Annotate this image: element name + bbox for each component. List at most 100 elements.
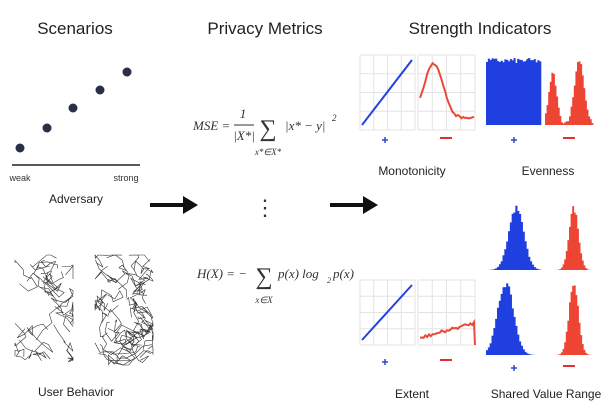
hist-bar <box>490 343 492 355</box>
hist-bar <box>530 60 532 125</box>
hist-bar <box>528 257 530 270</box>
trajectory <box>66 350 73 362</box>
trajectory <box>36 298 69 340</box>
label: Adversary <box>49 192 103 206</box>
hist-bar <box>517 211 519 270</box>
hist-bar <box>486 62 488 125</box>
hist-bar <box>512 60 514 125</box>
hist-bar <box>499 62 501 125</box>
hist-bar <box>515 206 517 270</box>
hist-bar <box>521 222 523 270</box>
hist-bar <box>536 269 538 270</box>
formula-part: x*∈X* <box>254 147 282 157</box>
formula-part: 2 <box>327 276 331 285</box>
hist-bar <box>521 346 523 355</box>
hist-bar <box>490 60 492 125</box>
formula-part: MSE = <box>192 118 230 133</box>
hist-bar <box>532 265 534 270</box>
hist-bar <box>526 59 528 125</box>
label: Monotonicity <box>378 164 445 178</box>
indicator-plots <box>360 55 593 371</box>
hist-bar <box>503 255 505 270</box>
hist-bar <box>504 287 506 355</box>
hist-bar <box>515 326 517 355</box>
hist-bar <box>492 336 494 355</box>
hist-bar <box>506 242 508 270</box>
hist-bar <box>517 59 519 125</box>
hist-bar <box>501 61 503 125</box>
hist-bar <box>525 241 527 270</box>
hist-bar <box>506 283 508 355</box>
hist-bar <box>503 62 505 125</box>
hist-bar <box>499 301 501 355</box>
trajectory <box>15 323 26 357</box>
formula-part: |x* − y| <box>285 118 325 133</box>
trajectory <box>95 260 117 283</box>
hist-bar <box>521 60 523 125</box>
hist-bar <box>528 354 530 355</box>
hist-bar <box>537 60 539 125</box>
trajectory <box>134 259 150 276</box>
hist-bar <box>510 222 512 270</box>
formula-part: x∈X <box>254 295 273 305</box>
hist-bar <box>525 61 527 125</box>
section-title: Strength Indicators <box>409 19 552 38</box>
hist-bar <box>514 212 516 270</box>
section-title: Privacy Metrics <box>207 19 322 38</box>
hist-bar <box>514 58 516 125</box>
hist-bar <box>504 249 506 270</box>
hist-bar <box>519 341 521 355</box>
hist-bar <box>499 264 501 270</box>
hist-bar <box>495 268 497 270</box>
hist-bar <box>523 349 525 355</box>
label: Evenness <box>522 164 575 178</box>
hist-bar <box>534 267 536 270</box>
hist-bar <box>510 295 512 355</box>
trajectory <box>54 325 73 361</box>
hist-bar <box>495 319 497 355</box>
hist-bar <box>534 59 536 125</box>
formula-part: 2 <box>332 113 337 123</box>
mse-formula: MSE = 1 |X*| ∑ x*∈X* |x* − y| 2 <box>192 106 337 157</box>
scale-label: weak <box>8 173 31 183</box>
hist-bar <box>493 328 495 355</box>
formula-part: ∑ <box>255 264 272 290</box>
trajectories <box>15 255 153 365</box>
hist-bar <box>525 352 527 355</box>
adversary-scale <box>12 68 140 166</box>
diagram: Scenarios Privacy Metrics Strength Indic… <box>0 0 601 409</box>
hist-bar <box>508 231 510 270</box>
ellipsis: ⋮ <box>254 195 276 220</box>
hist-bar <box>537 269 539 270</box>
hist-bar <box>503 287 505 355</box>
trajectory <box>17 324 48 338</box>
hist-bar <box>528 58 530 125</box>
curve <box>420 322 475 345</box>
entropy-formula: H(X) = − ∑ x∈X p(x) log 2 p(x) <box>196 264 354 305</box>
trajectory <box>15 260 37 291</box>
trajectory <box>63 309 73 332</box>
hist-bar <box>539 61 541 125</box>
hist-bar <box>512 214 514 270</box>
hist-bar <box>591 123 593 125</box>
hist-bar <box>523 232 525 270</box>
hist-bar <box>517 335 519 355</box>
trajectory <box>107 255 128 273</box>
hist-bar <box>519 214 521 270</box>
scale-label: strong <box>113 173 138 183</box>
hist-bar <box>523 62 525 125</box>
hist-bar <box>501 294 503 355</box>
trajectory <box>102 309 122 331</box>
hist-bar <box>532 60 534 125</box>
hist-bar <box>488 347 490 355</box>
formula-part: 1 <box>240 106 247 121</box>
formula-part: p(x) log <box>277 266 319 281</box>
hist-bar <box>486 350 488 355</box>
label: Shared Value Range <box>491 387 601 401</box>
trajectory <box>27 272 63 284</box>
formula-part: ∑ <box>259 116 276 142</box>
hist-bar <box>497 308 499 355</box>
trajectory <box>33 351 50 361</box>
hist-bar <box>526 249 528 270</box>
hist-bar <box>526 353 528 355</box>
